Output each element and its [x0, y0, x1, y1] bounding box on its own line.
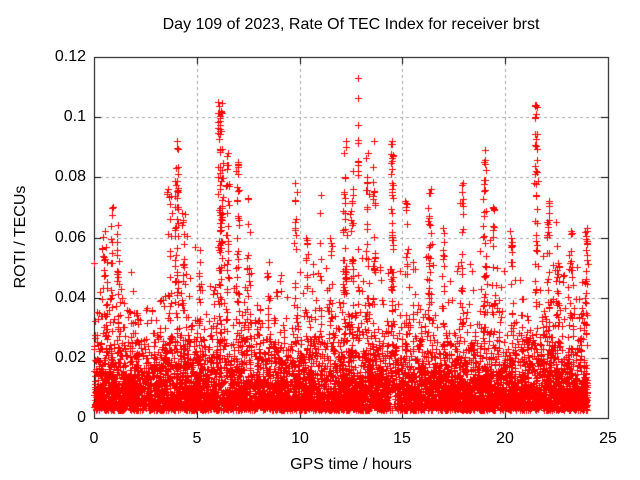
- y-tick-label: 0.06: [54, 229, 86, 246]
- x-tick-label: 10: [291, 430, 309, 447]
- y-tick-label: 0.1: [63, 108, 86, 125]
- x-tick-label: 20: [496, 430, 514, 447]
- chart-title: Day 109 of 2023, Rate Of TEC Index for r…: [162, 16, 540, 33]
- x-axis-title: GPS time / hours: [290, 456, 412, 473]
- y-tick-label: 0.02: [54, 349, 86, 366]
- y-tick-label: 0.04: [54, 289, 86, 306]
- y-tick-label: 0.12: [54, 48, 86, 65]
- x-tick-label: 25: [599, 430, 617, 447]
- x-tick-label: 5: [192, 430, 202, 447]
- y-tick-label: 0: [77, 409, 86, 426]
- x-tick-label: 0: [89, 430, 99, 447]
- y-tick-label: 0.08: [54, 168, 86, 185]
- x-tick-label: 15: [393, 430, 411, 447]
